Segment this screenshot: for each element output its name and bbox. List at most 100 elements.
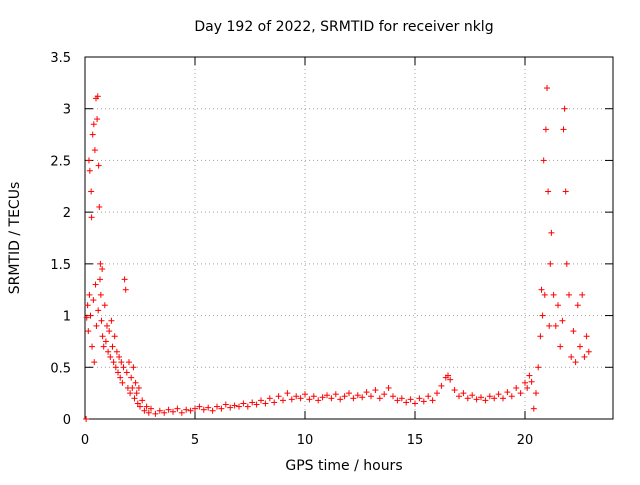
data-point (438, 382, 445, 389)
data-point (324, 392, 330, 399)
data-point (123, 369, 130, 376)
data-point (105, 348, 112, 355)
data-point (508, 393, 515, 400)
data-point (284, 390, 291, 397)
data-point (165, 406, 172, 413)
data-point (579, 291, 586, 298)
data-point (460, 390, 467, 397)
data-point (574, 302, 581, 309)
data-point (98, 317, 105, 324)
y-axis-label: SRMTID / TECUs (7, 182, 23, 295)
data-point (88, 188, 95, 195)
data-point (156, 407, 163, 414)
data-point (222, 401, 229, 408)
data-point (548, 229, 555, 236)
data-point (119, 379, 126, 386)
data-point (178, 409, 185, 416)
y-tick-label: 3 (63, 103, 71, 118)
data-point (341, 393, 348, 400)
data-point (530, 405, 537, 412)
data-point (205, 404, 212, 411)
data-point (447, 376, 454, 383)
data-point (315, 397, 322, 404)
data-point (141, 407, 148, 414)
data-point (542, 126, 549, 133)
data-point (570, 328, 577, 335)
plot-area-frame (84, 56, 614, 420)
data-point (545, 188, 552, 195)
data-point (407, 396, 414, 403)
data-point (555, 302, 561, 309)
data-point (513, 384, 520, 391)
data-point (100, 343, 107, 350)
x-axis-label: GPS time / hours (285, 458, 402, 474)
data-point (412, 400, 418, 407)
data-point (200, 406, 207, 413)
data-point (134, 400, 141, 407)
data-point (127, 390, 134, 397)
data-points-layer (83, 85, 592, 422)
data-point (293, 393, 300, 400)
data-point (116, 353, 123, 360)
y-tick-label: 0.5 (50, 361, 71, 376)
data-point (89, 131, 96, 138)
data-point (90, 121, 97, 128)
data-point (416, 395, 423, 402)
y-tick-label: 2 (63, 206, 71, 221)
data-point (328, 395, 335, 402)
data-point (95, 162, 102, 169)
data-point (500, 395, 506, 402)
y-tick-label: 3.5 (50, 51, 71, 66)
grid-layer (85, 57, 613, 419)
data-point (137, 403, 143, 410)
data-point (86, 291, 93, 298)
tick-layer (84, 56, 613, 420)
data-point (139, 397, 146, 404)
data-point (91, 359, 98, 366)
data-point (106, 328, 113, 335)
data-point (271, 399, 278, 406)
data-point (95, 307, 102, 314)
data-point (524, 384, 531, 391)
data-point (183, 406, 190, 413)
data-point (541, 291, 548, 298)
data-point (469, 392, 476, 399)
y-tick-label: 1 (63, 310, 71, 325)
data-point (486, 393, 493, 400)
data-point (192, 405, 198, 412)
data-point (231, 402, 238, 409)
data-point (161, 409, 168, 416)
data-point (115, 369, 121, 376)
data-point (280, 397, 286, 404)
data-point (547, 260, 554, 267)
data-point (376, 395, 383, 402)
data-point (394, 397, 401, 404)
x-tick-label: 15 (407, 433, 424, 448)
data-point (451, 387, 458, 394)
data-point (504, 389, 511, 396)
data-point (84, 302, 91, 309)
data-point (546, 322, 553, 329)
data-point (148, 405, 154, 412)
data-point (275, 393, 282, 400)
data-point (227, 404, 234, 411)
data-point (91, 147, 98, 154)
data-point (209, 407, 216, 414)
data-point (560, 126, 567, 133)
data-point (262, 400, 269, 407)
data-point (214, 403, 220, 410)
data-point (249, 399, 256, 406)
data-point (87, 312, 94, 319)
data-point (133, 390, 140, 397)
data-point (445, 372, 451, 379)
data-point (101, 302, 108, 309)
data-point (96, 203, 103, 210)
data-point (131, 395, 138, 402)
data-point (113, 348, 120, 355)
data-point (99, 333, 106, 340)
data-point (288, 396, 295, 403)
data-point (332, 391, 339, 398)
data-point (118, 359, 125, 366)
data-point (306, 396, 313, 403)
